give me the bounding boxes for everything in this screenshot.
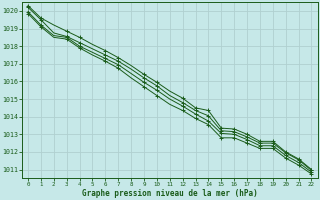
X-axis label: Graphe pression niveau de la mer (hPa): Graphe pression niveau de la mer (hPa) xyxy=(82,189,258,198)
